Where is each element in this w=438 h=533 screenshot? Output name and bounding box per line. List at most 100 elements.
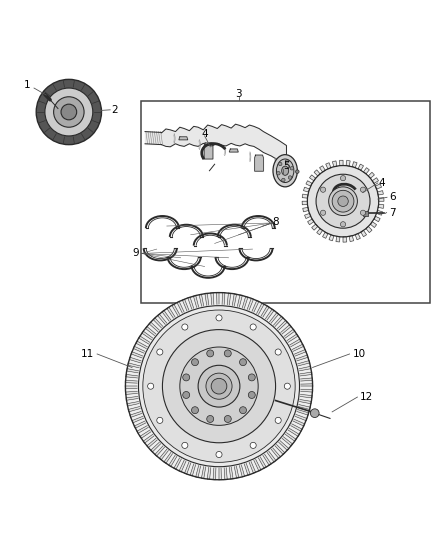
- Polygon shape: [310, 175, 316, 181]
- Polygon shape: [229, 467, 233, 479]
- Polygon shape: [298, 361, 310, 366]
- Polygon shape: [137, 426, 148, 433]
- Circle shape: [143, 310, 295, 462]
- Polygon shape: [295, 414, 307, 421]
- Polygon shape: [307, 219, 314, 225]
- Polygon shape: [132, 416, 144, 423]
- Polygon shape: [230, 149, 238, 152]
- Polygon shape: [299, 366, 311, 371]
- Polygon shape: [179, 460, 186, 472]
- Polygon shape: [211, 293, 214, 305]
- Text: 2: 2: [111, 105, 118, 115]
- Polygon shape: [126, 391, 138, 394]
- Ellipse shape: [273, 155, 297, 187]
- Polygon shape: [346, 160, 350, 166]
- Polygon shape: [244, 463, 250, 475]
- Polygon shape: [139, 336, 150, 344]
- Polygon shape: [199, 294, 204, 306]
- Polygon shape: [126, 381, 138, 383]
- Polygon shape: [336, 236, 340, 242]
- Circle shape: [198, 365, 240, 407]
- Polygon shape: [302, 194, 308, 198]
- Circle shape: [296, 170, 299, 173]
- Polygon shape: [314, 170, 320, 176]
- Text: 4: 4: [201, 129, 208, 139]
- Polygon shape: [143, 434, 154, 443]
- Polygon shape: [312, 224, 318, 230]
- Text: 3: 3: [235, 89, 242, 99]
- Circle shape: [191, 407, 198, 414]
- Polygon shape: [167, 307, 175, 318]
- Circle shape: [216, 315, 222, 321]
- Polygon shape: [297, 409, 309, 415]
- Polygon shape: [306, 181, 312, 186]
- Polygon shape: [378, 198, 384, 201]
- Circle shape: [206, 373, 232, 399]
- Circle shape: [216, 451, 222, 457]
- Polygon shape: [151, 442, 161, 452]
- Circle shape: [138, 305, 300, 467]
- Polygon shape: [232, 294, 237, 306]
- Polygon shape: [291, 424, 302, 431]
- Circle shape: [125, 293, 313, 480]
- Polygon shape: [158, 314, 167, 325]
- Circle shape: [282, 178, 285, 182]
- Polygon shape: [265, 309, 274, 320]
- Polygon shape: [127, 369, 139, 373]
- Circle shape: [340, 222, 346, 227]
- Bar: [364, 211, 368, 216]
- Polygon shape: [303, 207, 308, 212]
- Circle shape: [53, 97, 84, 127]
- Text: 10: 10: [353, 349, 366, 359]
- Polygon shape: [277, 320, 287, 330]
- Polygon shape: [239, 465, 244, 477]
- Circle shape: [182, 442, 188, 448]
- Polygon shape: [126, 397, 138, 400]
- Polygon shape: [194, 296, 199, 308]
- Polygon shape: [273, 317, 283, 327]
- Polygon shape: [257, 303, 264, 314]
- Bar: [141, 101, 430, 303]
- Polygon shape: [358, 164, 364, 171]
- Circle shape: [211, 378, 227, 394]
- Polygon shape: [317, 229, 322, 235]
- Circle shape: [248, 374, 255, 381]
- Polygon shape: [320, 166, 325, 172]
- Polygon shape: [287, 334, 298, 342]
- Circle shape: [36, 79, 102, 144]
- Polygon shape: [237, 295, 242, 307]
- Polygon shape: [128, 407, 140, 411]
- Circle shape: [250, 442, 256, 448]
- Polygon shape: [300, 378, 312, 381]
- Polygon shape: [127, 401, 139, 406]
- Polygon shape: [375, 184, 381, 189]
- Polygon shape: [377, 211, 382, 215]
- Polygon shape: [292, 344, 304, 351]
- Polygon shape: [263, 454, 271, 465]
- Circle shape: [162, 329, 276, 443]
- Polygon shape: [164, 453, 173, 463]
- Polygon shape: [182, 299, 189, 311]
- Polygon shape: [282, 437, 293, 446]
- Circle shape: [207, 416, 214, 423]
- Polygon shape: [300, 394, 312, 398]
- Text: 7: 7: [389, 207, 396, 217]
- Circle shape: [290, 166, 293, 170]
- Polygon shape: [196, 465, 201, 478]
- Polygon shape: [378, 204, 384, 208]
- Polygon shape: [258, 457, 266, 468]
- Circle shape: [191, 359, 198, 366]
- Polygon shape: [261, 306, 269, 317]
- Circle shape: [285, 160, 289, 163]
- Polygon shape: [332, 161, 337, 167]
- Polygon shape: [366, 227, 372, 232]
- Polygon shape: [128, 363, 140, 368]
- Polygon shape: [378, 191, 383, 195]
- Polygon shape: [364, 168, 369, 174]
- Polygon shape: [304, 213, 311, 219]
- Circle shape: [360, 210, 366, 215]
- Polygon shape: [326, 163, 331, 169]
- Polygon shape: [125, 386, 137, 389]
- Polygon shape: [254, 155, 263, 171]
- Polygon shape: [267, 451, 276, 462]
